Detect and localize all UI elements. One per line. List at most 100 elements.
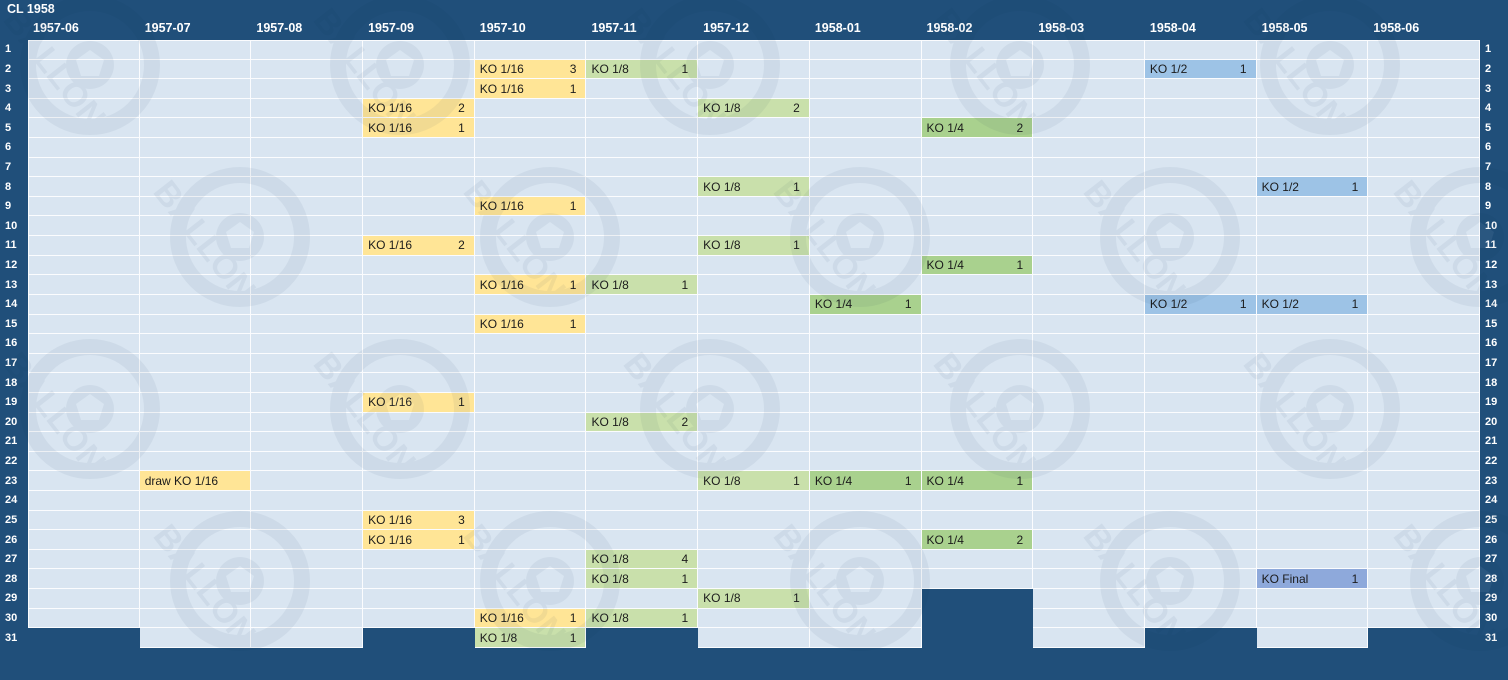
day-cell-1957-08-10 (251, 216, 364, 237)
day-cell-1957-11-14 (586, 294, 699, 315)
event-cell-1958-05-8[interactable]: KO 1/2 1 (1256, 177, 1369, 197)
day-cell-1957-10-23 (474, 471, 587, 492)
month-header-1958-02: 1958-02 (926, 21, 973, 35)
day-cell-1958-02-3 (921, 79, 1034, 99)
row-number-right-13: 13 (1485, 278, 1498, 291)
event-cell-1957-10-30[interactable]: KO 1/16 1 (474, 608, 587, 629)
event-cell-1958-02-5[interactable]: KO 1/4 2 (921, 118, 1034, 139)
day-row-31: KO 1/8 1 (28, 628, 1480, 648)
day-cell-1958-05-29 (1256, 589, 1369, 609)
day-cell-1958-03-26 (1033, 530, 1145, 550)
event-label: KO 1/16 (479, 81, 524, 96)
day-cell-1957-07-18 (139, 373, 252, 393)
day-cell-1957-07-15 (139, 314, 252, 335)
day-row-29: KO 1/8 1 (28, 589, 1480, 609)
day-cell-1958-03-8 (1033, 177, 1145, 197)
event-cell-1958-04-14[interactable]: KO 1/2 1 (1144, 294, 1257, 315)
day-cell-1957-08-18 (251, 373, 364, 393)
day-cell-1958-03-28 (1033, 569, 1145, 590)
day-cell-1958-01-15 (809, 314, 922, 335)
row-number-left-4: 4 (5, 102, 12, 115)
day-cell-1957-07-6 (139, 138, 252, 158)
event-cell-1957-11-13[interactable]: KO 1/8 1 (586, 275, 699, 295)
day-row-10 (28, 216, 1480, 237)
day-cell-1957-12-25 (698, 510, 810, 531)
day-row-14: KO 1/4 1 KO 1/2 1 KO 1/2 1 (28, 294, 1480, 315)
event-cell-1957-09-26[interactable]: KO 1/16 1 (363, 530, 475, 550)
row-number-right-9: 9 (1485, 200, 1492, 213)
event-cell-1957-12-4[interactable]: KO 1/8 2 (698, 98, 810, 119)
event-cell-1958-04-2[interactable]: KO 1/2 1 (1144, 59, 1257, 80)
day-cell-1958-01-28 (809, 569, 922, 590)
day-cell-1957-06-23 (28, 471, 140, 492)
day-cell-1957-08-4 (251, 98, 364, 119)
event-count: 1 (1351, 571, 1359, 586)
day-row-18 (28, 373, 1480, 393)
row-number-left-31: 31 (5, 631, 18, 644)
day-cell-1957-12-6 (698, 138, 810, 158)
day-cell-1958-04-26 (1144, 530, 1257, 550)
event-cell-1957-09-19[interactable]: KO 1/16 1 (363, 392, 475, 413)
event-cell-1957-11-27[interactable]: KO 1/8 4 (586, 549, 699, 570)
event-cell-1957-07-23[interactable]: draw KO 1/16 (139, 471, 252, 492)
row-number-left-6: 6 (5, 141, 12, 154)
day-cell-1957-09-2 (363, 59, 475, 80)
day-cell-1958-03-27 (1033, 549, 1145, 570)
day-cell-1958-05-27 (1256, 549, 1369, 570)
day-cell-1957-07-14 (139, 294, 252, 315)
event-cell-1957-12-8[interactable]: KO 1/8 1 (698, 177, 810, 197)
event-label: KO 1/16 (368, 238, 413, 253)
event-cell-1957-09-5[interactable]: KO 1/16 1 (363, 118, 475, 139)
day-cell-1958-05-11 (1256, 236, 1369, 256)
event-cell-1957-11-30[interactable]: KO 1/8 1 (586, 608, 699, 629)
day-cell-1958-01-12 (809, 255, 922, 276)
event-cell-1957-10-13[interactable]: KO 1/16 1 (474, 275, 587, 295)
day-cell-1957-09-7 (363, 157, 475, 178)
day-cell-1957-11-21 (586, 432, 699, 452)
event-count: 1 (1016, 258, 1024, 272)
day-cell-1957-09-13 (363, 275, 475, 295)
event-cell-1958-05-14[interactable]: KO 1/2 1 (1256, 294, 1369, 315)
day-cell-1957-11-4 (586, 98, 699, 119)
event-cell-1958-05-28[interactable]: KO Final 1 (1256, 569, 1369, 590)
event-count: 2 (458, 238, 465, 253)
day-cell-1957-09-14 (363, 294, 475, 315)
event-cell-1957-10-3[interactable]: KO 1/16 1 (474, 79, 587, 99)
event-cell-1957-10-15[interactable]: KO 1/16 1 (474, 314, 587, 335)
day-cell-1957-10-26 (474, 530, 587, 550)
day-row-28: KO 1/8 1 KO Final 1 (28, 569, 1480, 590)
event-cell-1957-11-20[interactable]: KO 1/8 2 (586, 412, 699, 433)
event-cell-1958-02-12[interactable]: KO 1/4 1 (921, 255, 1034, 276)
event-cell-1958-01-23[interactable]: KO 1/4 1 (809, 471, 922, 492)
day-cell-1957-12-22 (698, 451, 810, 472)
event-cell-1957-12-11[interactable]: KO 1/8 1 (698, 236, 810, 256)
day-cell-1958-05-30 (1256, 608, 1369, 629)
event-cell-1957-10-2[interactable]: KO 1/16 3 (474, 59, 587, 80)
day-cell-1958-03-23 (1033, 471, 1145, 492)
event-cell-1957-09-25[interactable]: KO 1/16 3 (363, 510, 475, 531)
row-number-left-9: 9 (5, 200, 12, 213)
day-row-16 (28, 334, 1480, 354)
event-count: 2 (681, 414, 689, 429)
event-cell-1958-02-26[interactable]: KO 1/4 2 (921, 530, 1034, 550)
event-cell-1957-10-31[interactable]: KO 1/8 1 (474, 628, 587, 648)
event-cell-1958-01-14[interactable]: KO 1/4 1 (809, 294, 922, 315)
event-cell-1957-09-11[interactable]: KO 1/16 2 (363, 236, 475, 256)
day-cell-1957-11-6 (586, 138, 699, 158)
event-cell-1958-02-23[interactable]: KO 1/4 1 (921, 471, 1034, 492)
day-cell-1958-04-13 (1144, 275, 1257, 295)
event-cell-1957-10-9[interactable]: KO 1/16 1 (474, 196, 587, 217)
nonexistent-day-1957-11-31 (586, 628, 698, 648)
row-number-right-14: 14 (1485, 298, 1498, 311)
day-cell-1958-03-2 (1033, 59, 1145, 80)
day-cell-1958-04-24 (1144, 491, 1257, 511)
row-number-left-28: 28 (5, 572, 18, 585)
event-cell-1957-12-23[interactable]: KO 1/8 1 (698, 471, 810, 492)
day-cell-1958-05-24 (1256, 491, 1369, 511)
event-cell-1957-11-28[interactable]: KO 1/8 1 (586, 569, 699, 590)
event-cell-1957-12-29[interactable]: KO 1/8 1 (698, 589, 810, 609)
event-cell-1957-09-4[interactable]: KO 1/16 2 (363, 98, 475, 119)
event-cell-1957-11-2[interactable]: KO 1/8 1 (586, 59, 699, 80)
day-cell-1958-06-1 (1368, 40, 1480, 60)
day-cell-1957-12-18 (698, 373, 810, 393)
